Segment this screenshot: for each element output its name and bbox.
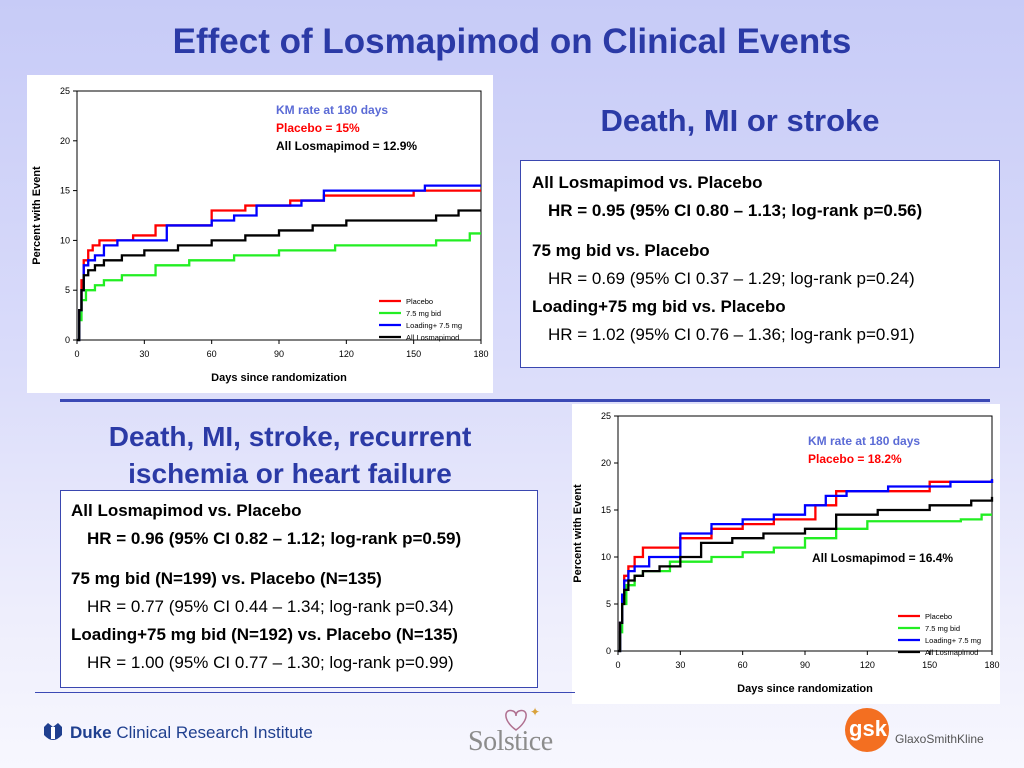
stat-value: HR = 0.96 (95% CI 0.82 – 1.12; log-rank … [87, 529, 462, 548]
annotation: KM rate at 180 days [808, 434, 920, 448]
stat-value: HR = 0.69 (95% CI 0.37 – 1.29; log-rank … [548, 269, 915, 288]
x-tick-label: 180 [984, 660, 999, 670]
gsk-circle-icon [845, 708, 889, 752]
y-tick-label: 15 [60, 186, 70, 196]
stat-value: HR = 1.00 (95% CI 0.77 – 1.30; log-rank … [87, 653, 454, 672]
x-axis-label: Days since randomization [211, 372, 347, 384]
annotation: KM rate at 180 days [276, 103, 388, 117]
legend-label: 7.5 mg bid [925, 624, 960, 633]
annotation: Placebo = 15% [276, 121, 360, 135]
series-line-all-losmapimod [618, 496, 994, 653]
km-chart-1: 0 5 10 15 20 25 0 30 60 90 120 150 180 Days since ran… [31, 86, 489, 384]
y-tick-label: 25 [60, 86, 70, 96]
x-tick-label: 150 [406, 349, 421, 359]
section2-heading-line2: ischemia or heart failure [128, 458, 452, 489]
x-tick-label: 30 [675, 660, 685, 670]
legend-label: Loading+ 7.5 mg [406, 321, 462, 330]
x-tick-label: 0 [615, 660, 620, 670]
y-tick-label: 25 [601, 411, 611, 421]
x-tick-label: 90 [800, 660, 810, 670]
y-tick-label: 5 [606, 599, 611, 609]
stat-label: Loading+75 mg bid vs. Placebo [532, 297, 786, 316]
gsk-wordmark: GlaxoSmithKline [895, 732, 984, 746]
series-line-all-losmapimod [77, 209, 481, 342]
stat-label: 75 mg bid vs. Placebo [532, 241, 710, 260]
y-tick-label: 5 [65, 285, 70, 295]
x-tick-label: 180 [473, 349, 488, 359]
km-chart-2: 0 5 10 15 20 25 0 30 60 90 120 150 180 Days since ran… [572, 411, 1000, 695]
duke-chapel-icon [44, 723, 62, 740]
x-tick-label: 90 [274, 349, 284, 359]
section2-heading-line1: Death, MI, stroke, recurrent [108, 421, 472, 452]
x-tick-label: 60 [207, 349, 217, 359]
page-title: Effect of Losmapimod on Clinical Events [172, 22, 852, 61]
legend-label: Placebo [925, 612, 952, 621]
duke-name: Duke [70, 723, 112, 742]
y-tick-label: 10 [60, 235, 70, 245]
stat-value: HR = 1.02 (95% CI 0.76 – 1.36; log-rank … [548, 325, 915, 344]
stat-value: HR = 0.77 (95% CI 0.44 – 1.34; log-rank … [87, 597, 454, 616]
chart-composite-endpoint: 0 5 10 15 20 25 0 30 60 90 120 150 180 Days since ran… [572, 404, 1000, 704]
legend-label: Placebo [406, 297, 433, 306]
y-axis-label: Percent with Event [572, 484, 584, 583]
y-tick-label: 0 [606, 646, 611, 656]
annotation: Placebo = 18.2% [808, 452, 902, 466]
x-tick-label: 150 [922, 660, 937, 670]
x-tick-label: 120 [339, 349, 354, 359]
solstice-logo: ✦ Solstice [466, 704, 566, 758]
chart-death-mi-stroke: 0 5 10 15 20 25 0 30 60 90 120 150 180 Days since ran… [27, 75, 493, 393]
section1-stats-panel: All Losmapimod vs. Placebo HR = 0.95 (95… [520, 160, 1000, 368]
gsk-mark: gsk [849, 716, 887, 741]
y-tick-label: 10 [601, 552, 611, 562]
legend-label: All Losmapimod [925, 648, 978, 657]
y-tick-label: 20 [601, 458, 611, 468]
series-line-7-5-mg-bid [77, 232, 481, 342]
y-axis-label: Percent with Event [31, 166, 43, 265]
solstice-heart-icon: ✦ [505, 705, 540, 731]
section2-stats-panel: All Losmapimod vs. Placebo HR = 0.96 (95… [60, 490, 538, 688]
annotation: All Losmapimod = 16.4% [812, 551, 953, 565]
gsk-logo: gsk GlaxoSmithKline [843, 706, 993, 754]
x-tick-label: 60 [738, 660, 748, 670]
stat-label: 75 mg bid (N=199) vs. Placebo (N=135) [71, 569, 382, 588]
stat-value: HR = 0.95 (95% CI 0.80 – 1.13; log-rank … [548, 201, 923, 220]
solstice-wordmark: Solstice [468, 726, 553, 757]
legend-label: All Losmapimod [406, 333, 459, 342]
series-line-7-5-mg-bid [618, 513, 992, 653]
x-tick-label: 120 [860, 660, 875, 670]
y-tick-label: 0 [65, 335, 70, 345]
footer-divider [35, 692, 575, 693]
x-tick-label: 0 [74, 349, 79, 359]
x-axis-label: Days since randomization [737, 683, 873, 695]
stat-label: All Losmapimod vs. Placebo [532, 173, 763, 192]
divider [60, 399, 990, 402]
y-tick-label: 20 [60, 136, 70, 146]
stat-label: All Losmapimod vs. Placebo [71, 501, 302, 520]
svg-text:✦: ✦ [530, 705, 540, 719]
legend-label: Loading+ 7.5 mg [925, 636, 981, 645]
section1-heading: Death, MI or stroke [600, 103, 880, 138]
stat-label: Loading+75 mg bid (N=192) vs. Placebo (N… [71, 625, 458, 644]
x-tick-label: 30 [139, 349, 149, 359]
duke-institute: Clinical Research Institute [116, 723, 313, 742]
y-tick-label: 15 [601, 505, 611, 515]
annotation: All Losmapimod = 12.9% [276, 139, 417, 153]
legend-label: 7.5 mg bid [406, 309, 441, 318]
duke-logo: Duke Clinical Research Institute [42, 720, 313, 746]
section2-heading: Death, MI, stroke, recurrent ischemia or… [60, 418, 520, 492]
